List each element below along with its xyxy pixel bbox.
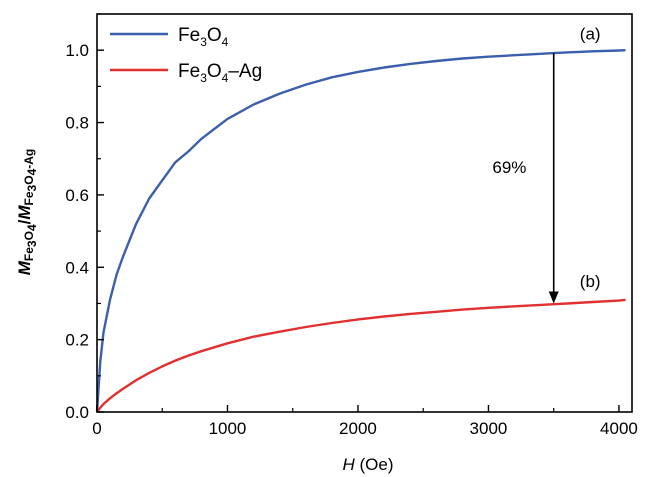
y-tick-label: 1.0 bbox=[65, 41, 89, 60]
reduction-arrow-head bbox=[548, 291, 559, 304]
legend-label-fe3o4: Fe3O4 bbox=[178, 25, 229, 49]
x-tick-label: 2000 bbox=[339, 419, 377, 438]
y-tick-label: 0.2 bbox=[65, 331, 89, 350]
legend-label-fe3o4-ag: Fe3O4–Ag bbox=[178, 61, 262, 85]
y-tick-label: 0.8 bbox=[65, 114, 89, 133]
x-tick-label: 0 bbox=[92, 419, 101, 438]
x-tick-label: 1000 bbox=[209, 419, 247, 438]
y-tick-label: 0.0 bbox=[65, 403, 89, 422]
series-line-1 bbox=[96, 298, 626, 413]
y-axis-title: MFe3O4/MFe3O4-Ag bbox=[15, 149, 39, 276]
annotation-label: 69% bbox=[492, 158, 526, 177]
series-line-0 bbox=[95, 49, 626, 413]
annotations: (a) (b) 69% bbox=[492, 24, 601, 304]
legend: Fe3O4 Fe3O4–Ag bbox=[110, 25, 262, 85]
annotation-label: (b) bbox=[580, 272, 601, 291]
plot-frame bbox=[96, 13, 633, 413]
y-tick-label: 0.4 bbox=[65, 258, 89, 277]
annotation-label: (a) bbox=[580, 24, 601, 43]
series-lines bbox=[95, 49, 626, 413]
axis-ticks: 0 1000 2000 3000 4000 0.0 0.2 0.4 0.6 0.8 1.0 bbox=[65, 13, 638, 438]
x-axis-title: H (Oe) bbox=[342, 455, 393, 474]
y-tick-label: 0.6 bbox=[65, 186, 89, 205]
x-tick-label: 4000 bbox=[600, 419, 638, 438]
x-tick-label: 3000 bbox=[470, 419, 508, 438]
